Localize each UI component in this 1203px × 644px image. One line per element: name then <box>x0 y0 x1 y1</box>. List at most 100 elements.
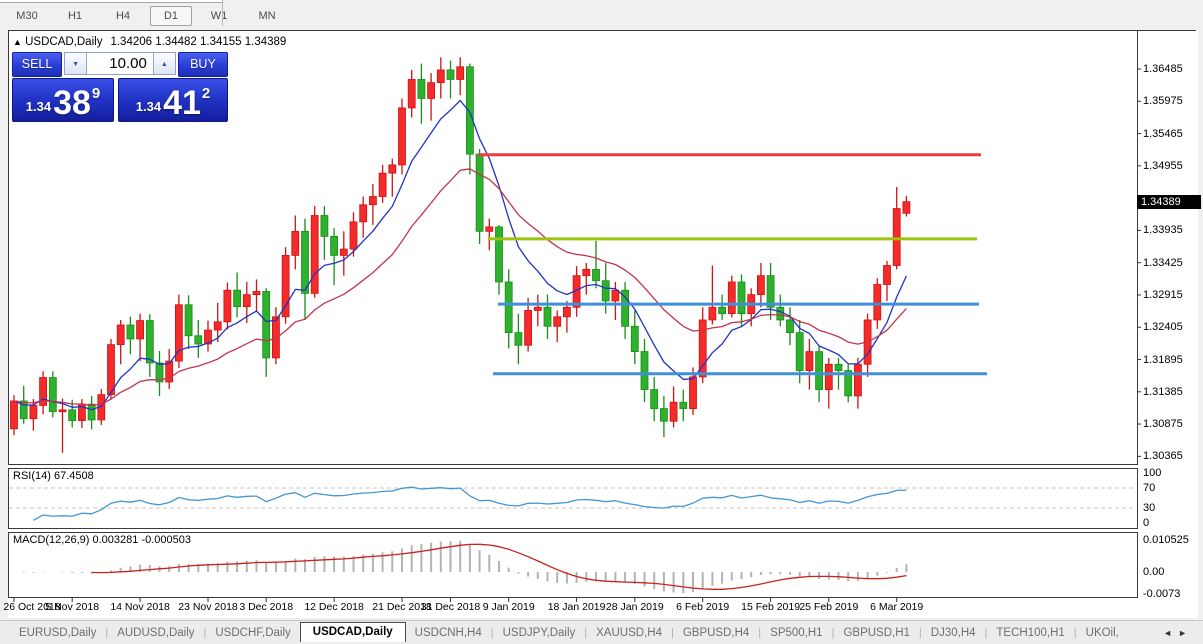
candle-body <box>795 332 804 371</box>
candle-body <box>194 335 203 345</box>
candle-body <box>553 316 562 327</box>
candle-body <box>834 363 843 371</box>
candle-body <box>485 226 494 232</box>
volume-decrease-button[interactable]: ▼ <box>64 52 88 75</box>
buy-button[interactable]: BUY <box>177 52 228 77</box>
date-axis-label: 14 Nov 2018 <box>110 601 170 613</box>
chart-tab-tech100-h1[interactable]: TECH100,H1 <box>996 626 1065 639</box>
rsi-axis-label: 70 <box>1143 482 1156 494</box>
candle-body <box>475 153 484 232</box>
macd-panel[interactable] <box>8 532 1138 598</box>
main-chart-panel[interactable] <box>8 30 1138 465</box>
rsi-panel[interactable] <box>8 468 1138 529</box>
candle-body <box>786 319 794 334</box>
macd-axis-label: 0.00 <box>1143 566 1165 578</box>
timeframe-button-d1[interactable]: D1 <box>150 6 192 26</box>
candle-body <box>844 370 853 397</box>
candle-body <box>68 409 77 421</box>
candle-body <box>679 401 688 409</box>
chart-tab-xauusd-h4[interactable]: XAUUSD,H4 <box>596 626 662 639</box>
candle-body <box>718 306 726 315</box>
date-axis-label: 6 Mar 2019 <box>870 601 924 613</box>
bid-price-panel[interactable]: 1.34 38 9 <box>12 78 114 122</box>
tab-separator: | <box>490 626 494 639</box>
candle-body <box>465 66 474 155</box>
chart-tab-usdcad-daily[interactable]: USDCAD,Daily <box>299 621 406 642</box>
sell-button[interactable]: SELL <box>12 52 63 77</box>
macd-axis-label: 0.010525 <box>1143 534 1189 547</box>
candle-body <box>204 329 212 345</box>
chart-tab-dj30-h4[interactable]: DJ30,H4 <box>930 626 976 639</box>
candle-body <box>757 275 765 296</box>
price-axis-label: 1.35465 <box>1143 127 1183 140</box>
chart-tab-gbpusd-h1[interactable]: GBPUSD,H1 <box>843 626 910 639</box>
ask-price-panel[interactable]: 1.34 41 2 <box>118 78 228 122</box>
tab-separator: | <box>670 626 674 639</box>
tab-separator: | <box>105 626 109 639</box>
date-axis-label: 26 Oct 2018 <box>3 601 61 613</box>
chart-tab-sp500-h1[interactable]: SP500,H1 <box>770 626 823 639</box>
volume-increase-button[interactable]: ▲ <box>152 52 176 75</box>
candle-body <box>621 289 629 327</box>
timeframe-button-mn[interactable]: MN <box>258 10 276 22</box>
candle-body <box>398 107 406 166</box>
candle-body <box>19 400 28 420</box>
date-axis-label: 18 Jan 2019 <box>547 601 606 613</box>
candle-body <box>320 215 329 237</box>
chart-tab-usdjpy-daily[interactable]: USDJPY,Daily <box>502 626 576 639</box>
candle-body <box>213 321 222 331</box>
candle-body <box>359 204 368 223</box>
collapse-arrow-icon[interactable]: ▲ <box>13 37 22 47</box>
chart-tab-ukoil-[interactable]: UKOil, <box>1085 626 1119 639</box>
date-axis-label: 28 Jan 2019 <box>605 601 664 613</box>
candle-body <box>87 403 96 421</box>
price-axis-label: 1.32915 <box>1143 288 1183 301</box>
candle-body <box>417 79 426 99</box>
candle-body <box>776 306 785 321</box>
volume-input[interactable]: 10.00 <box>87 52 153 75</box>
candle-body <box>504 281 513 334</box>
chart-tab-bar: EURUSD,Daily | AUDUSD,Daily | USDCHF,Daily US… <box>0 620 1203 644</box>
chart-tab-usdcnh-h4[interactable]: USDCNH,H4 <box>414 626 482 639</box>
candle-body <box>708 306 717 321</box>
date-axis-label: 31 Dec 2018 <box>420 601 481 613</box>
ask-price-big: 41 <box>163 84 201 122</box>
candle-body <box>815 351 823 390</box>
macd-label: MACD(12,26,9) 0.003281 -0.000503 <box>13 534 191 546</box>
candle-body <box>301 230 309 294</box>
candle-body <box>766 275 775 308</box>
timeframe-button-w1[interactable]: W1 <box>210 10 228 22</box>
chart-tab-eurusd-daily[interactable]: EURUSD,Daily <box>19 626 97 639</box>
chart-tab-usdchf-daily[interactable]: USDCHF,Daily <box>215 626 291 639</box>
spinner-down-icon: ▼ <box>72 61 80 68</box>
date-axis-label: 6 Feb 2019 <box>676 601 730 613</box>
candle-body <box>689 376 697 409</box>
candle-body <box>698 319 707 378</box>
price-axis-label: 1.33425 <box>1143 256 1183 269</box>
tab-scroll-left-icon[interactable]: ◄ <box>1163 627 1179 638</box>
date-axis-label: 23 Nov 2018 <box>178 601 238 613</box>
chart-tab-audusd-daily[interactable]: AUDUSD,Daily <box>117 626 195 639</box>
candle-body <box>533 306 542 311</box>
date-axis-label: 9 Jan 2019 <box>482 601 535 613</box>
candle-body <box>291 230 300 256</box>
candle-body <box>669 401 678 422</box>
timeframe-button-h1[interactable]: H1 <box>67 10 83 22</box>
candle-body <box>563 306 571 318</box>
timeframe-button-h4[interactable]: H4 <box>115 10 131 22</box>
chart-window <box>8 30 1198 618</box>
date-axis-label: 15 Feb 2019 <box>741 601 801 613</box>
candle-body <box>184 304 193 337</box>
candles-layer <box>10 57 911 453</box>
candle-body <box>233 289 242 308</box>
current-price-box: 1.34389 <box>1137 194 1201 209</box>
timeframe-button-m30[interactable]: M30 <box>16 10 38 22</box>
price-axis-label: 1.31895 <box>1143 353 1183 366</box>
bid-price-big: 38 <box>53 84 91 122</box>
ask-price-sup: 2 <box>201 85 211 102</box>
tab-scroll-right-icon[interactable]: ► <box>1178 627 1193 638</box>
ask-price-prefix: 1.34 <box>135 99 162 114</box>
candle-body <box>252 291 261 296</box>
chart-tab-gbpusd-h4[interactable]: GBPUSD,H4 <box>682 626 750 639</box>
